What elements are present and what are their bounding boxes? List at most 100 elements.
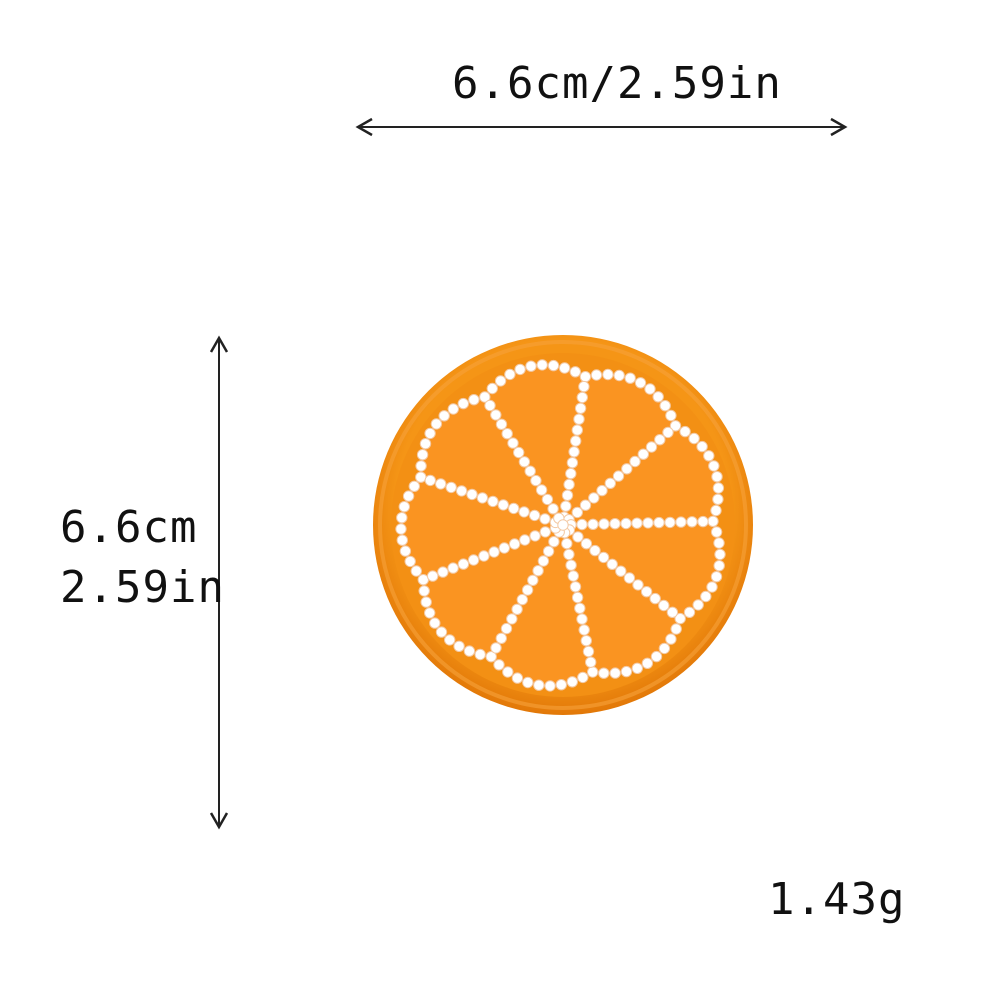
sequin-dot bbox=[513, 446, 525, 459]
sequin-dot bbox=[506, 613, 518, 625]
sequin-dot bbox=[649, 592, 661, 605]
sequin-dot bbox=[653, 516, 665, 529]
sequin-dot bbox=[712, 493, 724, 505]
sequin-dot bbox=[696, 440, 708, 453]
sequin-dot bbox=[539, 526, 551, 538]
sequin-dot bbox=[692, 599, 704, 611]
sequin-dot bbox=[567, 570, 579, 582]
sequin-dot bbox=[650, 650, 663, 663]
sequin-dot bbox=[435, 626, 448, 638]
sequin-dot bbox=[713, 560, 725, 572]
sequin-dot bbox=[590, 369, 603, 381]
sequin-dot bbox=[602, 368, 614, 381]
height-arrow bbox=[209, 335, 229, 830]
sequin-dot bbox=[504, 368, 516, 381]
sequin-dot bbox=[500, 622, 513, 635]
sequin-dot bbox=[700, 590, 712, 603]
sequin-dot bbox=[703, 450, 715, 462]
sequin-dot bbox=[455, 485, 468, 497]
sequin-dot bbox=[435, 478, 447, 490]
sequin-dot bbox=[508, 502, 520, 515]
sequin-dot bbox=[399, 545, 412, 557]
sequin-dot bbox=[623, 572, 636, 584]
sequin-dot bbox=[536, 359, 548, 371]
sequin-dot bbox=[558, 362, 571, 374]
sequin-dot bbox=[615, 565, 627, 577]
sequin-dot bbox=[708, 460, 720, 472]
sequin-dot bbox=[576, 613, 588, 625]
sequin-dot bbox=[424, 427, 436, 440]
sequin-dot bbox=[679, 425, 691, 438]
sequin-dot bbox=[631, 662, 643, 674]
sequin-dot bbox=[479, 391, 491, 403]
sequin-dot bbox=[596, 484, 608, 497]
sequin-dot bbox=[569, 366, 581, 378]
sequin-dot bbox=[712, 482, 725, 494]
sequin-dot bbox=[609, 518, 621, 530]
sequin-dot bbox=[495, 418, 508, 430]
sequin-dot bbox=[629, 455, 641, 468]
sequin-dot bbox=[563, 478, 575, 491]
sequin-dot bbox=[463, 645, 476, 657]
sequin-dot bbox=[664, 516, 676, 529]
sequin-dot bbox=[565, 467, 577, 480]
sequin-dot bbox=[714, 548, 726, 561]
sequin-dot bbox=[476, 492, 489, 504]
sequin-dot bbox=[508, 538, 521, 550]
sequin-dot bbox=[580, 538, 593, 550]
sequin-dot bbox=[430, 418, 443, 430]
sequin-dot bbox=[579, 499, 592, 511]
sequin-dot bbox=[579, 371, 592, 383]
sequin-dot bbox=[632, 579, 644, 591]
sequin-dot bbox=[485, 651, 497, 663]
sequin-dot bbox=[598, 518, 610, 530]
sequin-dot bbox=[419, 438, 432, 450]
sequin-dot bbox=[404, 555, 416, 568]
sequin-dot bbox=[620, 517, 632, 530]
width-dimension-label: 6.6cm/2.59in bbox=[452, 58, 782, 109]
sequin-dot bbox=[518, 456, 531, 468]
sequin-dot bbox=[710, 571, 723, 583]
weight-label: 1.43g bbox=[768, 874, 906, 925]
sequin-dot bbox=[587, 666, 599, 678]
sequin-dot bbox=[637, 448, 649, 460]
sequin-dot bbox=[644, 383, 656, 395]
sequin-dot bbox=[537, 555, 550, 567]
sequin-dot bbox=[532, 565, 544, 577]
sequin-dot bbox=[613, 369, 625, 382]
sequin-dot bbox=[665, 633, 677, 645]
sequin-dot bbox=[416, 449, 429, 461]
sequin-dot bbox=[415, 471, 427, 483]
sequin-dot bbox=[568, 446, 580, 458]
sequin-dot bbox=[544, 680, 556, 692]
sequin-dot bbox=[578, 380, 590, 393]
sequin-dot bbox=[488, 546, 500, 558]
sequin-dot bbox=[642, 517, 654, 529]
sequin-dot bbox=[710, 504, 722, 517]
sequin-dot bbox=[495, 632, 507, 644]
sequin-dot bbox=[511, 672, 524, 684]
sequin-dot bbox=[402, 490, 415, 502]
sequin-dot bbox=[707, 515, 719, 527]
sequin-dot bbox=[570, 435, 582, 447]
sequin-dot bbox=[444, 634, 456, 646]
sequin-dot bbox=[478, 550, 490, 562]
sequin-dot bbox=[410, 565, 422, 577]
sequin-dot bbox=[527, 574, 539, 586]
sequin-dot bbox=[408, 480, 420, 492]
sequin-dot bbox=[658, 599, 670, 612]
sequin-dot bbox=[429, 617, 441, 629]
sequin-dot bbox=[577, 671, 589, 684]
sequin-dot bbox=[521, 584, 534, 596]
sequin-dot bbox=[501, 428, 513, 440]
sequin-dot bbox=[604, 477, 616, 489]
sequin-dot bbox=[453, 640, 465, 652]
sequin-dot bbox=[529, 530, 541, 542]
sequin-dot bbox=[457, 558, 470, 570]
sequin-dot bbox=[640, 586, 653, 598]
sequin-dot bbox=[547, 503, 559, 515]
sequin-dot bbox=[524, 465, 536, 477]
sequin-dot bbox=[561, 537, 573, 550]
